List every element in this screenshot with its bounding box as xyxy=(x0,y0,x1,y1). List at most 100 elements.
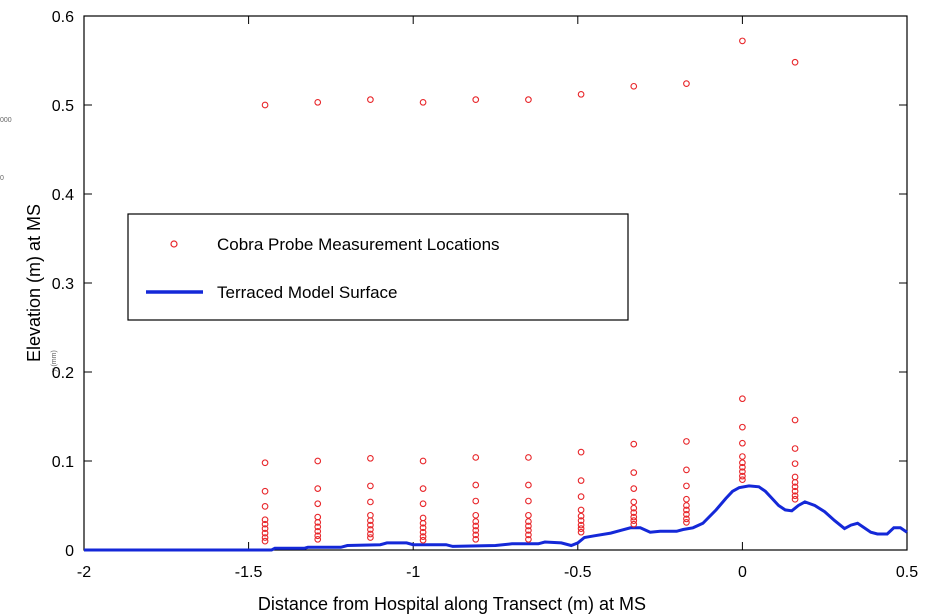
probe-point xyxy=(472,497,480,505)
probe-point xyxy=(261,520,269,528)
probe-point xyxy=(314,535,322,543)
probe-point xyxy=(472,481,480,489)
ghost-text-0: 0 xyxy=(0,175,4,182)
probe-point xyxy=(314,519,322,526)
plot-area: -2 -1.5 -1 -0.5 0 0.5 0 0.1 0.2 0.3 0.4 0.5 0.6 xyxy=(52,9,918,581)
probe-point xyxy=(630,513,638,521)
probe-point xyxy=(261,529,269,537)
probe-point xyxy=(630,504,638,512)
probe-point xyxy=(314,523,322,531)
probe-point xyxy=(314,98,322,106)
probe-point xyxy=(791,495,799,503)
y-tick-label: 0 xyxy=(65,543,74,560)
probe-point xyxy=(739,476,746,484)
probe-point xyxy=(314,532,322,540)
probe-point xyxy=(683,438,690,445)
probe-point xyxy=(525,454,532,461)
probe-point xyxy=(525,535,532,543)
probe-point xyxy=(472,527,480,534)
probe-point xyxy=(367,534,374,541)
probe-point xyxy=(261,459,269,467)
y-tick-label: 0.5 xyxy=(52,98,74,115)
probe-point xyxy=(739,468,746,476)
probe-point xyxy=(577,493,585,500)
y-tick-label: 0.1 xyxy=(52,454,74,471)
probe-point xyxy=(630,520,638,528)
probe-point xyxy=(314,513,322,521)
probe-point xyxy=(739,472,746,480)
probe-point xyxy=(739,439,746,447)
probe-point xyxy=(739,395,746,403)
probe-point xyxy=(261,525,269,532)
probe-point xyxy=(472,522,480,530)
probe-point xyxy=(791,487,799,495)
probe-point xyxy=(419,514,427,522)
x-tick-label: -0.5 xyxy=(564,564,592,581)
probe-point xyxy=(791,416,799,424)
probe-point xyxy=(419,98,427,106)
legend-label-cobra: Cobra Probe Measurement Locations xyxy=(217,235,500,254)
probe-point xyxy=(577,90,585,98)
probe-point xyxy=(525,511,532,519)
probe-point xyxy=(367,521,374,529)
probe-point xyxy=(472,511,480,519)
probe-point xyxy=(683,80,690,87)
y-tick-label: 0.2 xyxy=(52,365,74,382)
probe-point xyxy=(791,460,799,468)
x-tick-label: 0.5 xyxy=(896,564,918,581)
probe-point xyxy=(525,522,532,530)
x-tick-label: -1 xyxy=(406,564,420,581)
x-tick-label: -2 xyxy=(77,564,91,581)
probe-point xyxy=(419,536,427,544)
probe-point xyxy=(367,526,374,533)
probe-point xyxy=(525,527,532,534)
probe-point xyxy=(630,485,638,492)
probe-point xyxy=(419,485,427,492)
probe-point xyxy=(577,528,585,536)
probe-point xyxy=(791,483,799,491)
probe-point xyxy=(472,454,480,461)
ghost-text-y-mm: y (mm) xyxy=(51,350,58,372)
probe-point xyxy=(419,519,427,527)
probe-point xyxy=(525,531,532,539)
probe-point xyxy=(577,517,585,524)
probe-point xyxy=(630,469,638,476)
probe-point xyxy=(739,37,746,45)
probe-point xyxy=(683,502,690,509)
probe-point xyxy=(791,479,799,486)
probe-point xyxy=(577,525,585,532)
probe-point xyxy=(683,515,690,523)
legend-box xyxy=(127,213,629,321)
probe-point xyxy=(630,82,638,90)
probe-point xyxy=(314,527,322,535)
probe-point xyxy=(472,531,480,539)
probe-point xyxy=(791,58,799,66)
probe-point xyxy=(314,500,322,508)
probe-point xyxy=(525,497,532,505)
x-axis-title: Distance from Hospital along Transect (m… xyxy=(258,594,646,614)
probe-point xyxy=(630,517,638,524)
probe-point xyxy=(577,477,585,484)
ghost-text-000: 000 xyxy=(0,117,12,124)
probe-point xyxy=(525,96,532,104)
probe-point xyxy=(525,518,532,525)
probe-point xyxy=(739,459,746,467)
probe-point xyxy=(472,518,480,525)
probe-point xyxy=(683,495,690,503)
probe-point xyxy=(630,509,638,516)
probe-point xyxy=(261,537,269,545)
terraced-surface-line xyxy=(84,484,908,552)
probe-point xyxy=(419,528,427,536)
y-tick-label: 0.3 xyxy=(52,276,74,293)
probe-point xyxy=(683,519,690,526)
probe-point xyxy=(739,463,746,471)
probe-point xyxy=(419,457,427,465)
probe-point xyxy=(630,498,638,506)
probe-point xyxy=(367,498,374,506)
probe-point xyxy=(261,101,269,109)
probe-point xyxy=(261,534,269,541)
probe-point xyxy=(577,512,585,520)
y-tick-label: 0.6 xyxy=(52,9,74,26)
probe-point xyxy=(472,535,480,543)
